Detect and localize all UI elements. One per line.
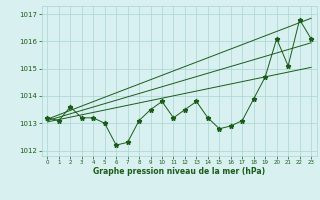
X-axis label: Graphe pression niveau de la mer (hPa): Graphe pression niveau de la mer (hPa) [93,167,265,176]
